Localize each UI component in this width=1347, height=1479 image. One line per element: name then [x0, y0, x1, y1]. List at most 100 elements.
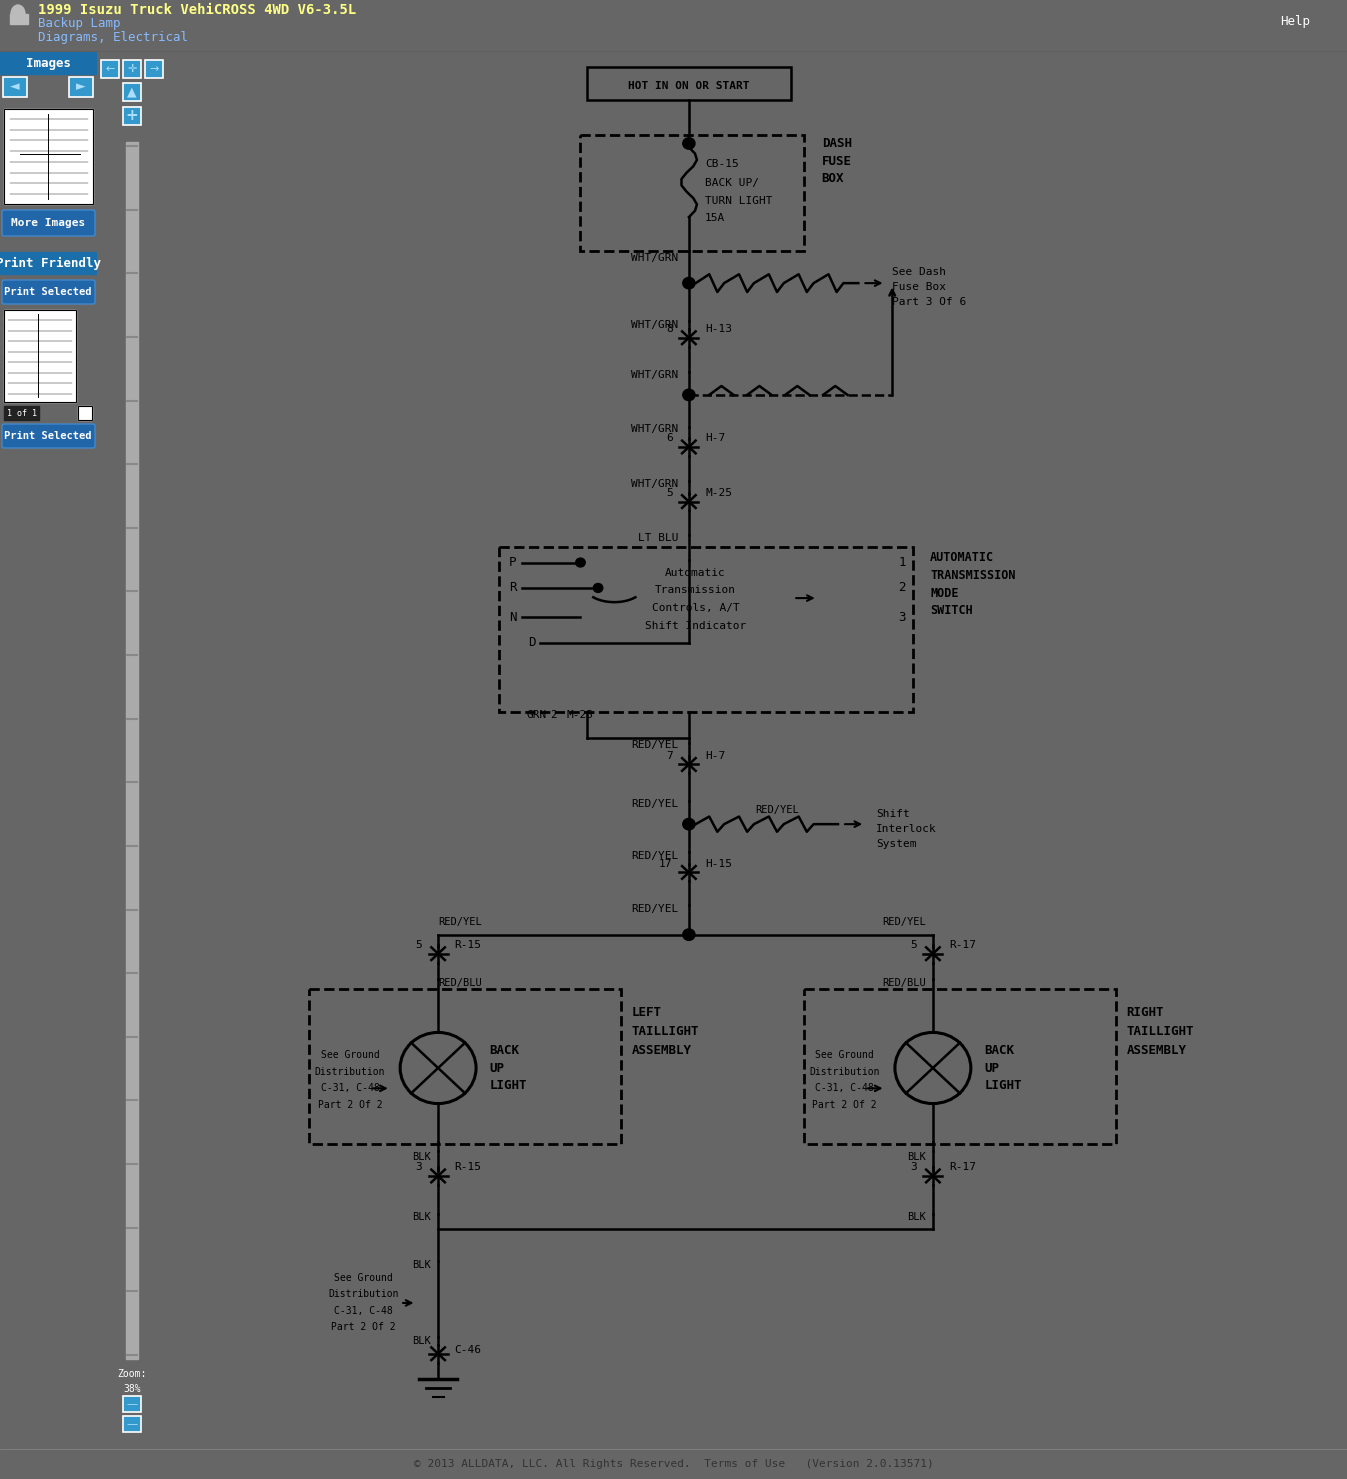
Bar: [4, 311, 75, 402]
Text: WHT/GRN: WHT/GRN: [630, 319, 678, 330]
Text: UP: UP: [489, 1062, 505, 1075]
Text: RED/YEL: RED/YEL: [630, 741, 678, 750]
Text: RED/YEL: RED/YEL: [630, 799, 678, 809]
Text: 5: 5: [415, 939, 422, 950]
Text: See Ground: See Ground: [334, 1272, 393, 1282]
Text: RED/YEL: RED/YEL: [882, 917, 927, 927]
Text: C-46: C-46: [454, 1344, 481, 1355]
Text: LIGHT: LIGHT: [489, 1080, 527, 1093]
Text: H-7: H-7: [704, 750, 726, 760]
Text: —: —: [127, 1399, 137, 1409]
Text: R-15: R-15: [454, 939, 481, 950]
Bar: [9, 13, 28, 24]
Bar: [127, 142, 137, 1359]
Text: —: —: [127, 1418, 137, 1429]
Bar: [587, 67, 791, 101]
Text: UP: UP: [985, 1062, 999, 1075]
Text: BLK: BLK: [908, 1211, 927, 1222]
Text: GRN: GRN: [527, 710, 547, 720]
Text: 1: 1: [898, 556, 905, 569]
Text: Shift: Shift: [876, 809, 909, 819]
Text: BLK: BLK: [412, 1152, 431, 1162]
Text: 1 of 1: 1 of 1: [7, 408, 36, 417]
Text: 15A: 15A: [704, 213, 726, 223]
Text: AUTOMATIC: AUTOMATIC: [931, 552, 994, 563]
Text: See Dash: See Dash: [892, 266, 946, 277]
Text: More Images: More Images: [11, 217, 85, 228]
FancyBboxPatch shape: [101, 61, 119, 78]
Text: Print Selected: Print Selected: [4, 430, 92, 441]
Text: BLK: BLK: [412, 1211, 431, 1222]
FancyBboxPatch shape: [1, 424, 96, 448]
Text: H-13: H-13: [704, 324, 733, 334]
Text: Distribution: Distribution: [810, 1066, 880, 1077]
Text: MODE: MODE: [931, 587, 959, 599]
Text: FUSE: FUSE: [822, 155, 851, 167]
Text: RED/YEL: RED/YEL: [438, 917, 482, 927]
Text: 38%: 38%: [123, 1384, 141, 1395]
Bar: [310, 989, 621, 1145]
FancyBboxPatch shape: [123, 83, 141, 101]
Text: ▲: ▲: [127, 86, 137, 99]
Text: 1999 Isuzu Truck VehiCROSS 4WD V6-3.5L: 1999 Isuzu Truck VehiCROSS 4WD V6-3.5L: [38, 3, 356, 16]
Circle shape: [683, 818, 695, 830]
Bar: [4, 311, 75, 402]
FancyBboxPatch shape: [145, 61, 163, 78]
Circle shape: [575, 558, 585, 566]
Text: Part 2 Of 2: Part 2 Of 2: [318, 1100, 383, 1109]
Text: C-31, C-48: C-31, C-48: [815, 1083, 874, 1093]
Text: Fuse Box: Fuse Box: [892, 282, 946, 291]
Text: ←: ←: [105, 64, 114, 74]
Text: ✛: ✛: [128, 64, 136, 74]
Text: Distribution: Distribution: [329, 1290, 399, 1299]
Bar: [0, 52, 97, 74]
Text: RED/YEL: RED/YEL: [756, 805, 799, 815]
Text: 3: 3: [909, 1162, 916, 1171]
Bar: [4, 109, 93, 204]
Bar: [804, 989, 1115, 1145]
Text: TAILLIGHT: TAILLIGHT: [632, 1025, 699, 1038]
Text: BLK: BLK: [412, 1336, 431, 1346]
Text: BACK UP/: BACK UP/: [704, 177, 760, 188]
FancyBboxPatch shape: [69, 77, 93, 98]
Text: C-31, C-48: C-31, C-48: [321, 1083, 380, 1093]
Text: Part 2 Of 2: Part 2 Of 2: [812, 1100, 877, 1109]
Text: Interlock: Interlock: [876, 824, 936, 834]
Text: Zoom:: Zoom:: [117, 1370, 147, 1378]
Text: Automatic: Automatic: [665, 568, 726, 578]
Text: 5: 5: [665, 488, 672, 498]
Text: ►: ►: [77, 80, 86, 93]
Text: M-25: M-25: [704, 488, 733, 498]
Text: D: D: [528, 636, 536, 649]
FancyBboxPatch shape: [123, 1415, 141, 1432]
Text: HOT IN ON OR START: HOT IN ON OR START: [628, 81, 750, 92]
Text: ◄: ◄: [11, 80, 20, 93]
Text: DASH: DASH: [822, 138, 851, 149]
Circle shape: [593, 584, 603, 593]
Text: 8: 8: [665, 324, 672, 334]
Text: LEFT: LEFT: [632, 1006, 661, 1019]
Text: BACK: BACK: [985, 1044, 1014, 1056]
Bar: [4, 109, 93, 204]
Text: 7: 7: [665, 750, 672, 760]
Text: 5: 5: [909, 939, 916, 950]
FancyBboxPatch shape: [3, 77, 27, 98]
Text: Controls, A/T: Controls, A/T: [652, 603, 740, 614]
Text: Part 2 Of 2: Part 2 Of 2: [331, 1322, 396, 1333]
Text: Images: Images: [26, 56, 71, 70]
Text: LT BLU: LT BLU: [637, 534, 678, 543]
Text: RED/BLU: RED/BLU: [882, 978, 927, 988]
Text: RED/YEL: RED/YEL: [630, 904, 678, 914]
Text: 2: 2: [551, 710, 558, 720]
FancyBboxPatch shape: [123, 1396, 141, 1412]
Text: TURN LIGHT: TURN LIGHT: [704, 195, 773, 206]
Text: WHT/GRN: WHT/GRN: [630, 370, 678, 380]
Circle shape: [683, 138, 695, 149]
Text: R: R: [509, 581, 517, 595]
Text: Backup Lamp: Backup Lamp: [38, 18, 120, 31]
Text: 3: 3: [415, 1162, 422, 1171]
Text: H-7: H-7: [704, 433, 726, 444]
Text: SWITCH: SWITCH: [931, 605, 973, 617]
Circle shape: [683, 278, 695, 288]
Bar: [78, 407, 92, 420]
